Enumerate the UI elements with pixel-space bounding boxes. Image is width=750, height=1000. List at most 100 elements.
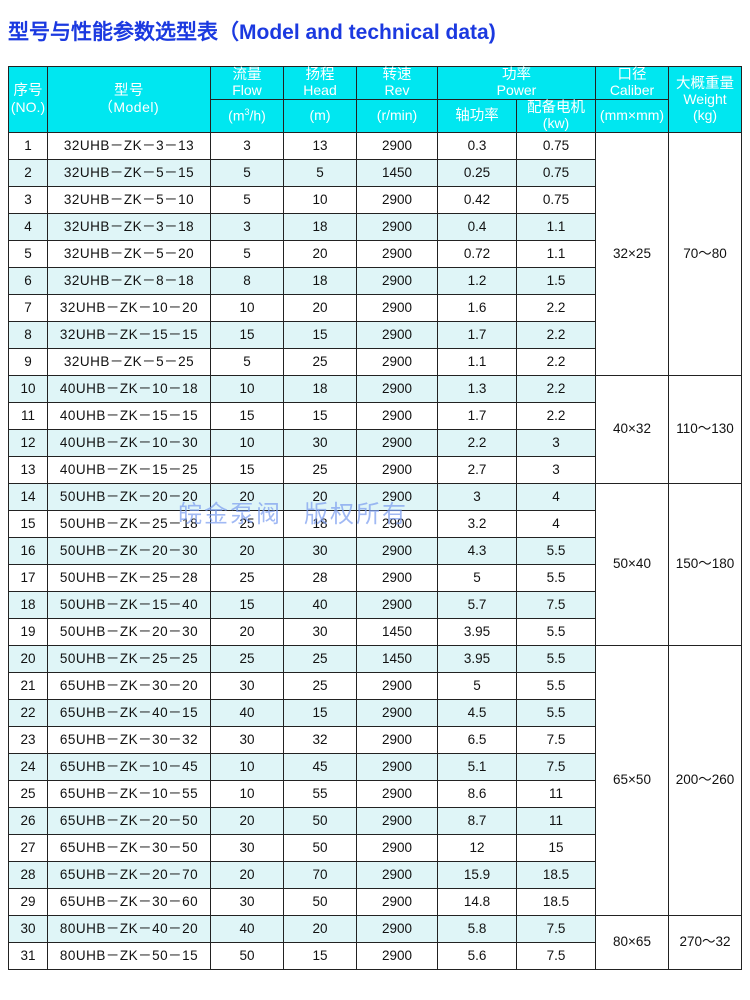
cell-model: 65UHB－ZK－40－15 xyxy=(47,698,211,727)
cell-weight: 200～260 xyxy=(668,644,742,916)
cell-shaft-power: 0.4 xyxy=(437,212,517,241)
cell-shaft-power: 5.8 xyxy=(437,914,517,943)
header-power: 功率 Power xyxy=(437,66,596,100)
cell-motor-power: 3 xyxy=(516,455,596,484)
cell-shaft-power: 2.2 xyxy=(437,428,517,457)
cell-caliber: 50×40 xyxy=(595,482,669,646)
cell-rev: 2900 xyxy=(356,941,438,970)
header-row-primary: 序号 (NO.) 型号 （Model) 流量 Flow 扬程 Head 转速 xyxy=(8,66,742,133)
cell-model: 50UHB－ZK－20－30 xyxy=(47,536,211,565)
cell-head: 40 xyxy=(283,590,357,619)
cell-head: 18 xyxy=(283,509,357,538)
header-rev: 转速 Rev xyxy=(356,66,438,100)
table-row: 5 32UHB－ZK－5－20 5 20 2900 0.72 1.1 xyxy=(8,239,742,268)
cell-shaft-power: 5.7 xyxy=(437,590,517,619)
cell-head: 20 xyxy=(283,239,357,268)
header-rev-cn: 转速 xyxy=(382,67,412,83)
cell-caliber: 65×50 xyxy=(595,644,669,916)
cell-rev: 2900 xyxy=(356,914,438,943)
cell-shaft-power: 3.2 xyxy=(437,509,517,538)
cell-motor-power: 2.2 xyxy=(516,374,596,403)
cell-model: 50UHB－ZK－20－20 xyxy=(47,482,211,511)
cell-no: 26 xyxy=(8,806,48,835)
header-power-cn: 功率 xyxy=(502,67,531,83)
cell-model: 40UHB－ZK－15－25 xyxy=(47,455,211,484)
cell-motor-power: 7.5 xyxy=(516,752,596,781)
cell-flow: 15 xyxy=(210,401,284,430)
table-row: 23 65UHB－ZK－30－32 30 32 2900 6.5 7.5 xyxy=(8,725,742,754)
cell-motor-power: 5.5 xyxy=(516,671,596,700)
cell-shaft-power: 5.1 xyxy=(437,752,517,781)
cell-model: 65UHB－ZK－30－20 xyxy=(47,671,211,700)
header-no-cn: 序号 xyxy=(13,83,43,100)
header-head-en: Head xyxy=(303,82,337,99)
cell-no: 6 xyxy=(8,266,48,295)
cell-shaft-power: 3.95 xyxy=(437,617,517,646)
cell-model: 50UHB－ZK－25－25 xyxy=(47,644,211,673)
cell-shaft-power: 1.3 xyxy=(437,374,517,403)
cell-motor-power: 0.75 xyxy=(516,185,596,214)
header-weight: 大概重量 Weight (kg) xyxy=(668,66,742,133)
header-weight-unit: (kg) xyxy=(692,106,718,123)
cell-rev: 2900 xyxy=(356,428,438,457)
cell-motor-power: 2.2 xyxy=(516,347,596,376)
cell-no: 28 xyxy=(8,860,48,889)
cell-head: 50 xyxy=(283,833,357,862)
cell-motor-power: 2.2 xyxy=(516,320,596,349)
header-no-en: (NO.) xyxy=(10,98,46,115)
cell-rev: 2900 xyxy=(356,239,438,268)
cell-motor-power: 5.5 xyxy=(516,698,596,727)
cell-no: 9 xyxy=(8,347,48,376)
cell-rev: 2900 xyxy=(356,563,438,592)
cell-caliber: 40×32 xyxy=(595,374,669,484)
cell-no: 16 xyxy=(8,536,48,565)
cell-head: 50 xyxy=(283,806,357,835)
cell-motor-power: 1.5 xyxy=(516,266,596,295)
cell-motor-power: 7.5 xyxy=(516,941,596,970)
cell-shaft-power: 0.25 xyxy=(437,158,517,187)
cell-rev: 2900 xyxy=(356,374,438,403)
cell-flow: 50 xyxy=(210,941,284,970)
cell-model: 32UHB－ZK－10－20 xyxy=(47,293,211,322)
table-row: 8 32UHB－ZK－15－15 15 15 2900 1.7 2.2 xyxy=(8,320,742,349)
cell-flow: 5 xyxy=(210,185,284,214)
table-row: 12 40UHB－ZK－10－30 10 30 2900 2.2 3 xyxy=(8,428,742,457)
cell-model: 32UHB－ZK－3－13 xyxy=(47,131,211,160)
cell-motor-power: 11 xyxy=(516,779,596,808)
model-technical-data-table: 序号 (NO.) 型号 （Model) 流量 Flow 扬程 Head 转速 xyxy=(8,66,742,970)
cell-model: 32UHB－ZK－15－15 xyxy=(47,320,211,349)
cell-rev: 2900 xyxy=(356,833,438,862)
cell-shaft-power: 4.5 xyxy=(437,698,517,727)
cell-rev: 2900 xyxy=(356,401,438,430)
cell-head: 45 xyxy=(283,752,357,781)
cell-flow: 20 xyxy=(210,536,284,565)
cell-rev: 2900 xyxy=(356,671,438,700)
cell-shaft-power: 1.1 xyxy=(437,347,517,376)
cell-motor-power: 0.75 xyxy=(516,158,596,187)
cell-shaft-power: 1.2 xyxy=(437,266,517,295)
cell-no: 8 xyxy=(8,320,48,349)
cell-motor-power: 2.2 xyxy=(516,293,596,322)
cell-rev: 2900 xyxy=(356,293,438,322)
cell-head: 50 xyxy=(283,887,357,916)
cell-flow: 10 xyxy=(210,779,284,808)
header-flow: 流量 Flow xyxy=(210,66,284,100)
cell-motor-power: 2.2 xyxy=(516,401,596,430)
cell-motor-power: 1.1 xyxy=(516,212,596,241)
cell-head: 15 xyxy=(283,401,357,430)
cell-flow: 40 xyxy=(210,914,284,943)
cell-head: 25 xyxy=(283,455,357,484)
cell-rev: 2900 xyxy=(356,347,438,376)
header-flow-cn: 流量 xyxy=(232,67,262,83)
cell-shaft-power: 2.7 xyxy=(437,455,517,484)
cell-shaft-power: 6.5 xyxy=(437,725,517,754)
cell-flow: 8 xyxy=(210,266,284,295)
cell-model: 50UHB－ZK－15－40 xyxy=(47,590,211,619)
cell-flow: 30 xyxy=(210,833,284,862)
header-flow-en: Flow xyxy=(232,82,262,99)
cell-flow: 25 xyxy=(210,509,284,538)
cell-flow: 20 xyxy=(210,806,284,835)
cell-no: 14 xyxy=(8,482,48,511)
cell-rev: 1450 xyxy=(356,644,438,673)
table-row: 10 40UHB－ZK－10－18 10 18 2900 1.3 2.2 40×32 110～1… xyxy=(8,374,742,484)
